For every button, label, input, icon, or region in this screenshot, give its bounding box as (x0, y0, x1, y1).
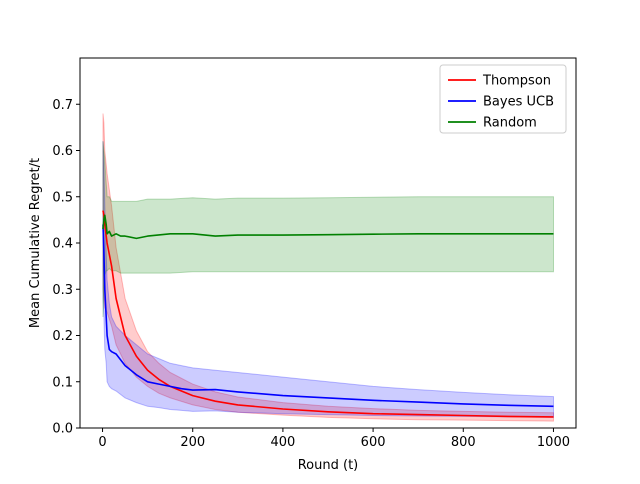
x-axis-label: Round (t) (298, 458, 359, 473)
y-tick-label: 0.2 (52, 329, 73, 344)
legend-label-random: Random (483, 116, 537, 131)
legend-box (439, 64, 567, 134)
legend: Thompson Bayes UCB Random (439, 64, 567, 134)
x-tick-label: 400 (270, 435, 295, 450)
line-bayes-ucb (102, 224, 554, 408)
confidence-bands (102, 113, 554, 422)
line-random (102, 214, 554, 240)
y-tick-label: 0.7 (52, 98, 73, 113)
x-tick-label: 600 (361, 435, 386, 450)
y-tick-label: 0.3 (52, 283, 73, 298)
band-bayes-ucb (102, 141, 554, 418)
legend-label-bayes-ucb: Bayes UCB (483, 95, 554, 110)
y-tick-label: 0.0 (52, 422, 73, 437)
x-tick-label: 0 (98, 435, 106, 450)
x-tick-label: 1000 (537, 435, 570, 450)
band-random (102, 141, 554, 318)
x-axis-ticks: 0 200 400 600 800 1000 (98, 428, 570, 450)
y-tick-label: 0.5 (52, 190, 73, 205)
legend-label-thompson: Thompson (482, 74, 551, 89)
band-thompson (102, 113, 554, 422)
x-tick-label: 800 (451, 435, 476, 450)
series-lines (102, 210, 554, 418)
y-tick-label: 0.6 (52, 144, 73, 159)
y-tick-label: 0.1 (52, 375, 73, 390)
y-axis-ticks: 0.0 0.1 0.2 0.3 0.4 0.5 0.6 0.7 (52, 98, 80, 437)
x-tick-label: 200 (180, 435, 205, 450)
y-axis-label: Mean Cumulative Regret/t (28, 158, 43, 328)
y-tick-label: 0.4 (52, 237, 73, 252)
